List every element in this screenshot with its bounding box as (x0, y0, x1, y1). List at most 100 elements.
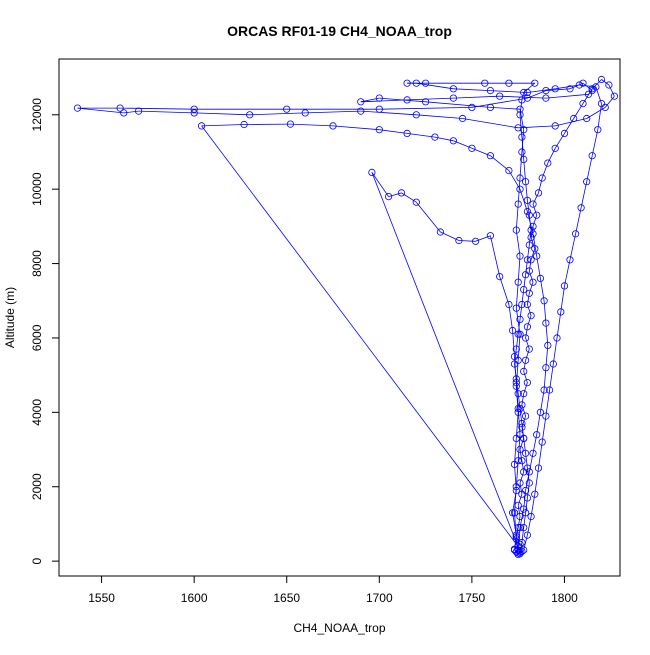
series-line-segment (305, 111, 361, 113)
series-line-segment (527, 89, 555, 93)
x-tick-label: 1750 (459, 591, 486, 605)
data-layer (74, 76, 617, 557)
series-line-segment (520, 152, 522, 178)
series-line-segment (535, 468, 539, 494)
x-tick-label: 1550 (88, 591, 115, 605)
series-line-segment (605, 96, 614, 107)
series-line-segment (587, 156, 593, 182)
y-tick-label: 12000 (30, 98, 44, 132)
series-line-segment (407, 133, 435, 137)
series-line-segment (518, 178, 520, 204)
series-line-segment (542, 416, 546, 442)
series-line-segment (379, 98, 425, 102)
series-line-segment (416, 202, 440, 232)
series-line-segment (592, 130, 598, 156)
series-line-segment (524, 438, 526, 453)
series-line-segment (524, 275, 526, 290)
series-line-segment (379, 107, 472, 109)
series-line-segment (550, 364, 554, 390)
series-line-segment (539, 442, 543, 468)
series-line-segment (518, 505, 520, 516)
series-line-segment (520, 305, 522, 320)
y-axis-label: Altitude (m) (3, 287, 17, 348)
series-line-segment (402, 193, 417, 202)
series-line-segment (139, 111, 195, 113)
chart-title: ORCAS RF01-19 CH4_NOAA_trop (227, 23, 452, 39)
x-tick-label: 1600 (181, 591, 208, 605)
series-line-segment (290, 124, 333, 126)
series-line-segment (576, 208, 582, 234)
series-line-segment (527, 293, 529, 304)
series-line-segment (333, 126, 379, 130)
series-line-segment (379, 130, 407, 134)
series-line-segment (490, 236, 499, 277)
y-tick-label: 6000 (30, 324, 44, 351)
series-line-segment (490, 91, 527, 93)
series-line-segment (524, 360, 526, 371)
plot-frame (59, 59, 620, 576)
series-line-segment (520, 483, 522, 494)
series-line-segment (426, 102, 491, 108)
series-line-segment (250, 113, 306, 115)
series-line-segment (407, 98, 453, 100)
series-line-segment (574, 104, 583, 119)
series-line-segment (509, 305, 513, 331)
series-line-segment (596, 87, 602, 104)
series-line-segment (516, 282, 518, 308)
series-line-segment (524, 513, 526, 528)
series-line-segment (516, 204, 518, 230)
series-line-segment (463, 119, 519, 128)
y-tick-label: 10000 (30, 172, 44, 206)
y-tick-label: 8000 (30, 250, 44, 277)
series-line-segment (546, 94, 589, 98)
series-line-segment (124, 111, 139, 113)
series-line-segment (553, 338, 557, 364)
series-line-segment (416, 115, 462, 119)
series-line-segment (518, 256, 520, 282)
series-line-segment (526, 327, 528, 338)
x-tick-label: 1800 (551, 591, 578, 605)
series-line-segment (598, 104, 602, 130)
series-line-segment (513, 331, 515, 357)
series-line-segment (565, 260, 571, 286)
series-line-segment (202, 125, 245, 126)
y-tick-label: 0 (30, 557, 44, 564)
series-line-segment (557, 312, 561, 338)
x-axis-label: CH4_NOAA_trop (293, 621, 385, 635)
series-line-segment (500, 277, 509, 305)
series-line-segment (459, 241, 476, 242)
series-line-segment (202, 126, 522, 552)
data-point (369, 169, 375, 175)
series-line-segment (453, 89, 490, 91)
series-line-segment (194, 113, 250, 115)
series-line-segment (583, 83, 592, 90)
series-line-segment (581, 182, 587, 208)
series-line-segment (361, 111, 417, 115)
series-line-segment (570, 234, 576, 260)
series-line-segment (522, 461, 524, 472)
series-line-segment (490, 107, 520, 109)
y-tick-label: 4000 (30, 399, 44, 426)
series-line-segment (522, 290, 524, 305)
series-line-segment (561, 286, 565, 312)
series-line-segment (526, 453, 528, 468)
x-tick-label: 1650 (273, 591, 300, 605)
x-axis: 1550 1600 1650 1700 1750 1800 (88, 576, 578, 605)
x-tick-label: 1700 (366, 591, 393, 605)
series-line-segment (372, 172, 520, 551)
series-line-segment (546, 390, 550, 416)
series-line-segment (389, 193, 402, 197)
series-line-segment (565, 119, 574, 134)
series-line-segment (120, 108, 194, 109)
series-line-segment (518, 517, 520, 528)
series-line-segment (453, 96, 499, 98)
series-line-segment (516, 230, 520, 256)
series-line-segment (524, 83, 535, 92)
series-line-segment (555, 133, 564, 148)
series-line-segment (416, 83, 453, 89)
series-line-segment (548, 148, 555, 163)
series-line-segment (522, 394, 524, 405)
